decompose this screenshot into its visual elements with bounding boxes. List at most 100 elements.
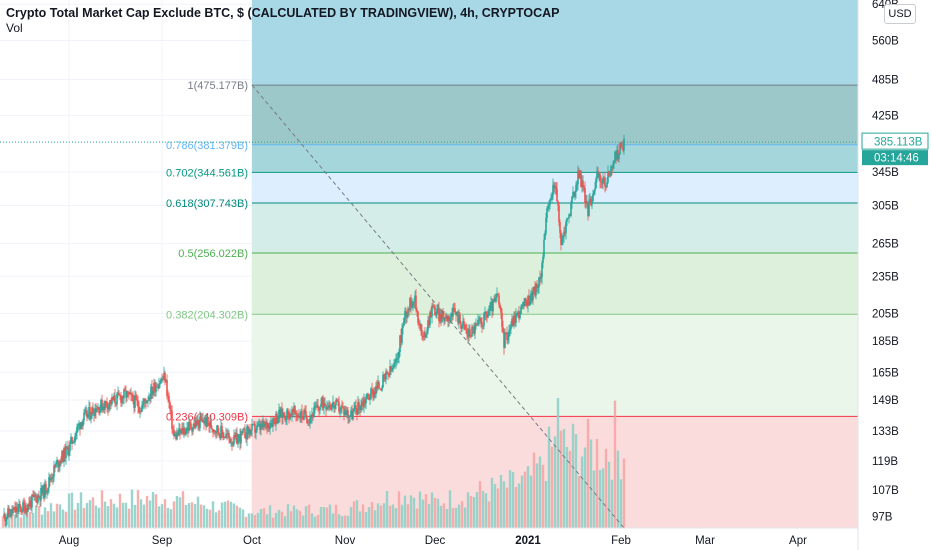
candle-body — [16, 506, 18, 512]
y-tick-label: 107B — [872, 485, 899, 497]
volume-bar — [223, 501, 227, 528]
candle-body — [134, 395, 136, 408]
candle-body — [47, 487, 49, 492]
volume-bar — [601, 468, 605, 528]
volume-bar — [181, 491, 185, 528]
candle — [394, 358, 396, 368]
volume-bar — [439, 505, 443, 528]
candle — [149, 394, 151, 405]
candle — [13, 506, 15, 511]
candle-body — [69, 442, 71, 452]
candle — [541, 260, 543, 285]
candle-body — [536, 283, 538, 288]
candle-body — [53, 465, 55, 477]
candle-body — [424, 332, 426, 338]
candle-body — [293, 406, 295, 413]
candle-body — [312, 414, 314, 418]
candle-body — [294, 406, 296, 414]
volume-bar — [88, 500, 92, 528]
candle-body — [453, 307, 455, 309]
candle-body — [330, 407, 332, 410]
candle — [268, 422, 270, 432]
candle — [384, 372, 386, 382]
candle — [375, 381, 377, 399]
candle — [542, 252, 544, 269]
candle-body — [220, 426, 222, 439]
candle-body — [349, 415, 351, 417]
candle — [430, 307, 432, 318]
candle-body — [493, 299, 495, 302]
candle-body — [581, 180, 583, 187]
candle — [281, 402, 283, 425]
candle-body — [621, 146, 623, 148]
volume-bar — [433, 497, 437, 528]
volume-bar — [565, 446, 569, 528]
candle — [560, 229, 562, 251]
volume-bar — [436, 498, 440, 528]
candle — [5, 517, 7, 527]
volume-bar — [538, 456, 542, 528]
candle-body — [344, 410, 346, 416]
candle — [378, 380, 380, 389]
candle-body — [498, 295, 500, 305]
volume-bar — [103, 501, 107, 528]
candle-body — [291, 409, 293, 418]
volume-bar — [397, 491, 401, 528]
candle — [46, 490, 48, 499]
volume-bar — [172, 501, 176, 528]
candle-body — [455, 312, 457, 315]
candle-body — [548, 204, 550, 206]
candle-body — [558, 205, 560, 223]
volume-bar — [589, 439, 593, 528]
fib-level-label: 0.5(256.022B) — [178, 248, 248, 260]
candle-body — [298, 415, 300, 418]
candle-body — [290, 414, 292, 418]
candle — [586, 195, 588, 208]
candle — [385, 368, 387, 385]
candle-body — [316, 405, 318, 407]
candle-body — [159, 383, 161, 385]
candle — [195, 416, 197, 429]
volume-bar — [106, 506, 110, 528]
candle — [453, 302, 455, 312]
candle-body — [496, 293, 498, 298]
candle — [256, 421, 258, 433]
candle-body — [180, 430, 182, 434]
candle-body — [117, 392, 119, 394]
candle — [527, 294, 529, 313]
candle-body — [12, 509, 14, 514]
candle — [402, 322, 404, 335]
candle — [31, 493, 33, 514]
candle — [202, 412, 204, 423]
candle — [96, 405, 98, 413]
candle-body — [391, 368, 393, 371]
candle-body — [289, 414, 291, 420]
candle-body — [535, 283, 537, 296]
candle — [102, 403, 104, 413]
candle-body — [177, 432, 179, 436]
candle-body — [502, 327, 504, 332]
candle-body — [591, 200, 593, 206]
candle-body — [506, 332, 508, 341]
candle — [161, 373, 163, 382]
candle — [26, 504, 28, 518]
candle — [297, 412, 299, 421]
candle — [58, 461, 60, 473]
countdown-badge — [862, 150, 928, 166]
candle — [14, 501, 16, 513]
volume-bar — [166, 507, 170, 528]
y-tick-label: 97B — [872, 512, 893, 524]
candle-body — [123, 389, 125, 399]
candle-body — [115, 403, 117, 405]
y-axis-ticks: 97B 107B 119B 133B 149B 165B 185B 205B 235B 265B 3… — [872, 0, 899, 524]
x-tick-label: 2021 — [515, 535, 541, 547]
volume-bar — [256, 512, 260, 528]
candle-body — [17, 508, 19, 512]
candle — [239, 428, 241, 450]
candle — [113, 392, 115, 403]
currency-button[interactable]: USD — [884, 4, 916, 24]
volume-bar — [574, 434, 578, 528]
candle — [433, 304, 435, 310]
volume-bar — [319, 506, 323, 528]
volume-indicator-label[interactable]: Vol — [6, 21, 23, 35]
